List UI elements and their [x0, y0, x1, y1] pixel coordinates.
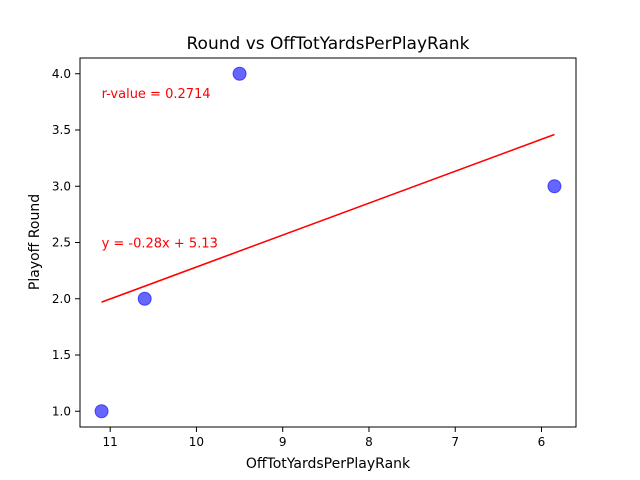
data-point-4: [547, 179, 562, 194]
x-axis-label: OffTotYardsPerPlayRank: [246, 456, 411, 472]
plot-marks: r-value = 0.2714 y = -0.28x + 5.13: [94, 66, 562, 419]
annotation-2: y = -0.28x + 5.13: [102, 237, 218, 252]
regression-line: [101, 133, 555, 303]
x-tick-label: 9: [279, 435, 287, 449]
y-tick-label: 2.0: [52, 292, 71, 306]
chart-title: Round vs OffTotYardsPerPlayRank: [187, 34, 470, 54]
data-point-2: [137, 291, 152, 306]
x-tick-label: 8: [365, 435, 373, 449]
x-axis-ticks: 11 10 9 8 7 6: [103, 427, 546, 449]
y-tick-label: 3.5: [52, 123, 71, 137]
y-axis-label: Playoff Round: [27, 194, 43, 290]
y-tick-label: 1.0: [52, 404, 71, 418]
y-axis-ticks: 1.0 1.5 2.0 2.5 3.0 3.5 4.0: [52, 67, 80, 418]
y-tick-label: 2.5: [52, 236, 71, 250]
annotation-1: r-value = 0.2714: [102, 87, 211, 102]
y-tick-label: 3.0: [52, 179, 71, 193]
x-tick-label: 10: [189, 435, 204, 449]
x-tick-label: 6: [538, 435, 546, 449]
data-point-1: [94, 404, 109, 419]
x-tick-label: 11: [103, 435, 118, 449]
data-point-3: [232, 66, 247, 81]
y-tick-label: 1.5: [52, 348, 71, 362]
y-tick-label: 4.0: [52, 67, 71, 81]
x-tick-label: 7: [451, 435, 459, 449]
